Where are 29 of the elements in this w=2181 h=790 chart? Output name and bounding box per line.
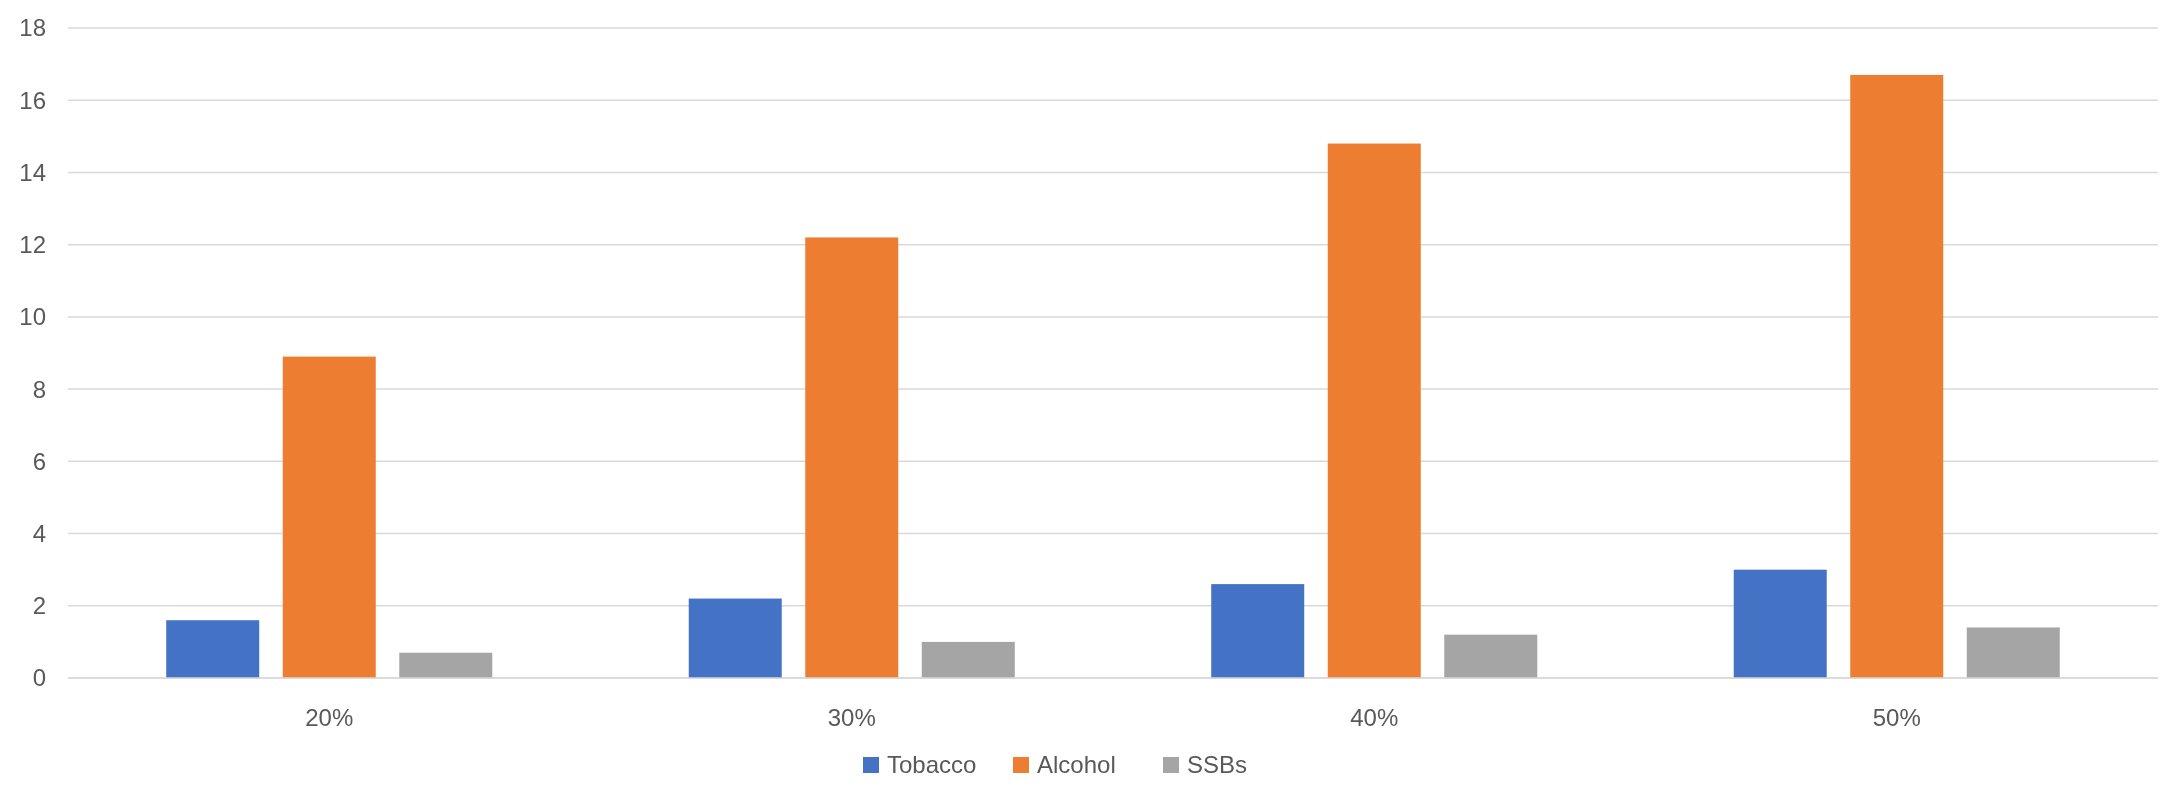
bar <box>805 237 899 678</box>
x-tick-label: 20% <box>305 704 354 731</box>
legend-label: Tobacco <box>887 751 977 778</box>
y-tick-label: 2 <box>32 592 46 620</box>
y-tick-label: 0 <box>32 664 46 692</box>
bar <box>1850 74 1944 678</box>
y-tick-label: 18 <box>19 14 46 42</box>
y-tick-label: 8 <box>32 375 46 403</box>
bar <box>1966 627 2060 678</box>
bar <box>166 620 260 678</box>
y-tick-label: 16 <box>19 86 46 114</box>
bar <box>1444 634 1538 678</box>
y-tick-label: 14 <box>19 158 46 186</box>
x-tick-label: 30% <box>827 704 876 731</box>
x-tick-label: 50% <box>1872 704 1921 731</box>
bar <box>1733 569 1827 678</box>
bar <box>688 598 782 678</box>
y-tick-label: 4 <box>32 519 46 547</box>
y-tick-label: 6 <box>32 447 46 475</box>
bar <box>1211 584 1305 678</box>
bar <box>399 652 493 678</box>
bar <box>921 641 1015 678</box>
bar <box>1327 143 1421 678</box>
x-tick-label: 40% <box>1350 704 1399 731</box>
bar <box>282 356 376 678</box>
y-tick-label: 12 <box>19 231 46 259</box>
legend-label: Alcohol <box>1037 751 1116 778</box>
legend-label: SSBs <box>1187 751 1248 778</box>
y-tick-label: 10 <box>19 303 46 331</box>
